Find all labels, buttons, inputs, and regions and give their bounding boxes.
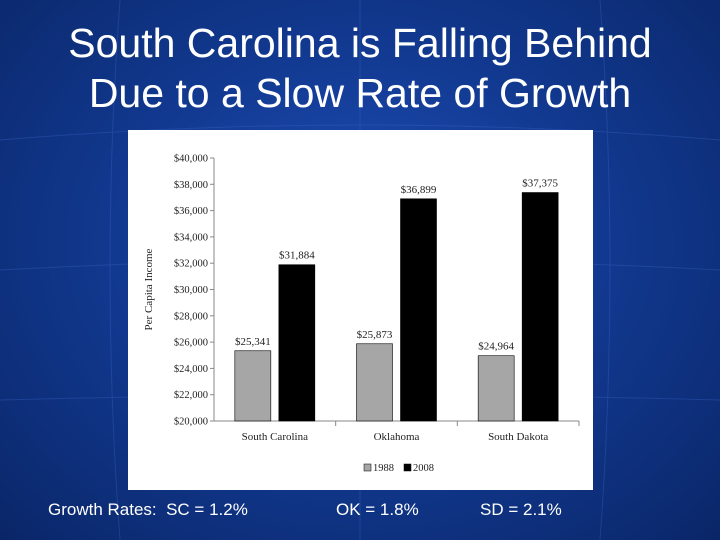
data-label-1988: $25,873 (357, 329, 393, 341)
data-label-2008: $36,899 (401, 184, 437, 196)
y-tick-label: $40,000 (174, 154, 208, 165)
data-label-2008: $37,375 (522, 178, 558, 190)
y-tick-label: $24,000 (174, 364, 208, 375)
x-tick-label: Oklahoma (374, 431, 420, 443)
bar-1988 (477, 355, 515, 422)
slide-title-line-1: South Carolina is Falling Behind (68, 20, 652, 66)
x-tick-label: South Dakota (488, 431, 548, 443)
y-tick-label: $22,000 (174, 390, 208, 401)
legend-swatch-2008 (403, 463, 412, 472)
y-tick-label: $26,000 (174, 338, 208, 349)
legend-swatch-1988 (363, 463, 372, 472)
growth-rate-sc: Growth Rates: SC = 1.2% (48, 500, 248, 519)
slide-title-line-2: Due to a Slow Rate of Growth (88, 70, 632, 116)
y-tick-label: $30,000 (174, 285, 208, 296)
data-label-1988: $24,964 (478, 341, 514, 353)
y-tick-label: $38,000 (174, 180, 208, 191)
bar-2008 (400, 198, 437, 422)
bar-2008 (521, 192, 559, 422)
legend-label-1988: 1988 (373, 463, 394, 474)
slide-title: South Carolina is Falling Behind Due to … (20, 18, 700, 118)
y-tick-label: $32,000 (174, 259, 208, 270)
y-tick-label: $28,000 (174, 311, 208, 322)
y-tick-label: $36,000 (174, 206, 208, 217)
y-tick-label: $34,000 (174, 232, 208, 243)
bar-chart: $20,000 $22,000 $24,000 $26,000 $28,000 $30,0… (143, 154, 580, 474)
chart-panel: $20,000 $22,000 $24,000 $26,000 $28,000 $30,0… (128, 130, 593, 490)
y-tick-label: $20,000 (174, 417, 208, 428)
growth-rate-ok: OK = 1.8% (336, 500, 419, 519)
x-tick-label: South Carolina (242, 431, 308, 443)
bar-2008 (278, 264, 316, 422)
data-label-1988: $25,341 (235, 336, 271, 348)
data-label-2008: $31,884 (279, 250, 315, 262)
y-axis-label: Per Capita Income (143, 248, 155, 330)
bar-1988 (356, 343, 393, 422)
bar-1988 (234, 350, 272, 422)
legend-label-2008: 2008 (413, 463, 434, 474)
growth-rate-sd: SD = 2.1% (480, 500, 562, 519)
